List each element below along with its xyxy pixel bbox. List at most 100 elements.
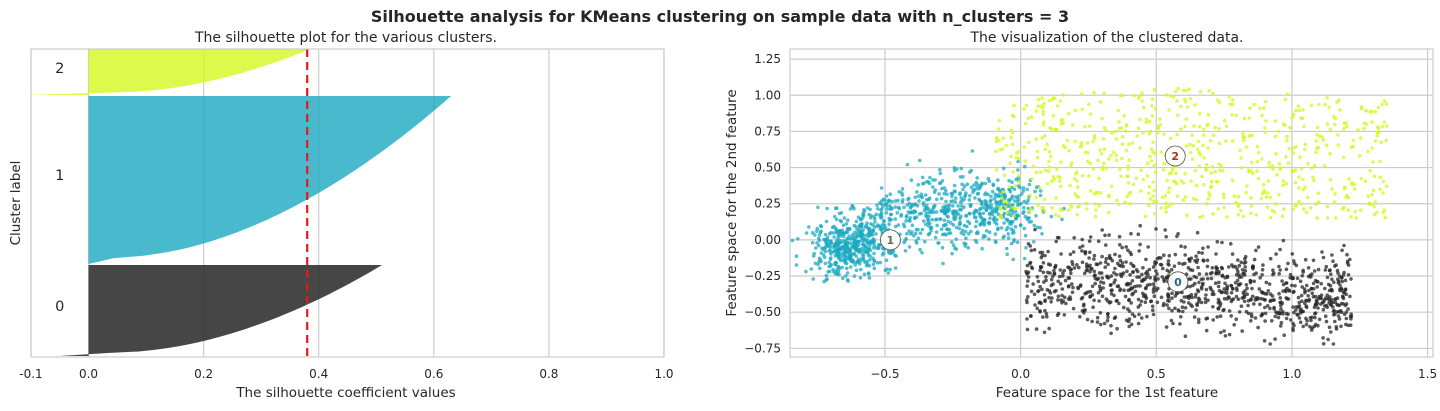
scatter-point-cluster-0 bbox=[1343, 288, 1348, 292]
scatter-point-cluster-1 bbox=[960, 228, 965, 233]
scatter-point-cluster-0 bbox=[1333, 264, 1337, 268]
scatter-point-cluster-0 bbox=[1117, 254, 1122, 258]
scatter-point-cluster-0 bbox=[1284, 316, 1289, 321]
scatter-point-cluster-2 bbox=[1282, 207, 1286, 211]
scatter-point-cluster-1 bbox=[941, 261, 945, 266]
scatter-point-cluster-2 bbox=[1266, 179, 1271, 183]
scatter-point-cluster-0 bbox=[1193, 295, 1198, 299]
scatter-point-cluster-0 bbox=[1166, 259, 1171, 263]
scatter-point-cluster-2 bbox=[1297, 175, 1301, 179]
scatter-point-cluster-0 bbox=[1118, 258, 1123, 263]
scatter-point-cluster-0 bbox=[1307, 299, 1311, 303]
scatter-point-cluster-0 bbox=[1162, 301, 1166, 306]
scatter-point-cluster-0 bbox=[1194, 254, 1198, 258]
scatter-x-tick-label: 0.5 bbox=[1147, 367, 1166, 381]
scatter-point-cluster-0 bbox=[1105, 275, 1109, 280]
scatter-point-cluster-0 bbox=[1130, 279, 1135, 283]
scatter-point-cluster-0 bbox=[1056, 311, 1061, 316]
scatter-point-cluster-2 bbox=[1036, 97, 1041, 102]
scatter-point-cluster-1 bbox=[848, 255, 852, 260]
scatter-point-cluster-0 bbox=[1118, 243, 1122, 247]
scatter-point-cluster-0 bbox=[1172, 264, 1177, 269]
scatter-point-cluster-1 bbox=[864, 233, 868, 238]
scatter-point-cluster-1 bbox=[1013, 225, 1018, 229]
scatter-point-cluster-2 bbox=[1050, 179, 1054, 183]
scatter-point-cluster-0 bbox=[1201, 246, 1205, 251]
scatter-point-cluster-0 bbox=[1038, 309, 1042, 313]
scatter-point-cluster-1 bbox=[908, 216, 913, 220]
scatter-point-cluster-2 bbox=[1120, 93, 1125, 98]
scatter-point-cluster-0 bbox=[1117, 234, 1122, 239]
scatter-point-cluster-0 bbox=[1221, 308, 1225, 313]
scatter-point-cluster-1 bbox=[1007, 204, 1012, 208]
scatter-point-cluster-2 bbox=[1375, 134, 1379, 138]
scatter-point-cluster-0 bbox=[1219, 330, 1223, 335]
scatter-point-cluster-0 bbox=[1125, 269, 1129, 274]
scatter-point-cluster-0 bbox=[1180, 305, 1185, 310]
scatter-point-cluster-0 bbox=[1032, 292, 1037, 297]
scatter-point-cluster-2 bbox=[1255, 169, 1259, 173]
scatter-point-cluster-0 bbox=[1240, 296, 1244, 300]
scatter-point-cluster-2 bbox=[1150, 114, 1155, 118]
scatter-point-cluster-2 bbox=[1075, 179, 1079, 183]
scatter-point-cluster-0 bbox=[1213, 281, 1218, 286]
scatter-point-cluster-2 bbox=[1061, 121, 1065, 125]
scatter-point-cluster-0 bbox=[1083, 308, 1087, 312]
scatter-point-cluster-1 bbox=[875, 203, 879, 208]
scatter-point-cluster-2 bbox=[1358, 136, 1363, 140]
scatter-point-cluster-1 bbox=[877, 243, 882, 248]
scatter-point-cluster-0 bbox=[1288, 272, 1293, 277]
scatter-point-cluster-1 bbox=[950, 251, 954, 256]
scatter-point-cluster-0 bbox=[1141, 294, 1146, 299]
scatter-point-cluster-2 bbox=[1127, 192, 1132, 196]
scatter-point-cluster-2 bbox=[1167, 108, 1171, 112]
scatter-point-cluster-0 bbox=[1254, 296, 1258, 300]
scatter-point-cluster-2 bbox=[1302, 124, 1306, 129]
scatter-point-cluster-0 bbox=[1320, 250, 1324, 254]
scatter-point-cluster-2 bbox=[995, 136, 999, 140]
scatter-point-cluster-0 bbox=[1166, 293, 1171, 298]
scatter-point-cluster-0 bbox=[1333, 312, 1337, 316]
scatter-point-cluster-0 bbox=[1298, 279, 1303, 284]
scatter-point-cluster-1 bbox=[871, 237, 875, 242]
scatter-point-cluster-1 bbox=[790, 238, 795, 243]
scatter-point-cluster-0 bbox=[1148, 275, 1152, 280]
scatter-point-cluster-0 bbox=[1346, 307, 1350, 311]
scatter-point-cluster-1 bbox=[852, 260, 856, 264]
scatter-point-cluster-1 bbox=[837, 272, 841, 277]
scatter-point-cluster-2 bbox=[1109, 153, 1113, 158]
scatter-point-cluster-2 bbox=[1171, 95, 1176, 99]
scatter-point-cluster-2 bbox=[1038, 170, 1043, 175]
scatter-point-cluster-0 bbox=[1106, 262, 1110, 267]
scatter-point-cluster-2 bbox=[1217, 127, 1221, 131]
scatter-point-cluster-2 bbox=[1372, 212, 1377, 217]
scatter-point-cluster-2 bbox=[1092, 192, 1097, 196]
scatter-point-cluster-0 bbox=[1225, 274, 1230, 279]
scatter-point-cluster-2 bbox=[1333, 192, 1337, 196]
scatter-point-cluster-0 bbox=[1120, 245, 1124, 250]
scatter-point-cluster-1 bbox=[920, 227, 925, 232]
scatter-point-cluster-0 bbox=[1123, 294, 1128, 299]
scatter-point-cluster-2 bbox=[1334, 216, 1338, 220]
scatter-point-cluster-0 bbox=[1115, 261, 1120, 266]
scatter-point-cluster-0 bbox=[1201, 277, 1205, 281]
scatter-point-cluster-2 bbox=[1309, 206, 1313, 210]
scatter-point-cluster-2 bbox=[1285, 138, 1289, 143]
scatter-point-cluster-0 bbox=[1348, 323, 1353, 328]
cluster-scatter-plot: The visualization of the clustered data.… bbox=[724, 30, 1437, 401]
scatter-point-cluster-0 bbox=[1058, 282, 1063, 286]
scatter-point-cluster-2 bbox=[1139, 189, 1143, 193]
scatter-point-cluster-1 bbox=[907, 229, 911, 233]
scatter-point-cluster-2 bbox=[1376, 125, 1380, 129]
scatter-point-cluster-0 bbox=[1144, 286, 1148, 290]
scatter-point-cluster-1 bbox=[930, 217, 934, 222]
scatter-point-cluster-1 bbox=[858, 229, 862, 234]
scatter-point-cluster-2 bbox=[1125, 174, 1129, 178]
scatter-point-cluster-1 bbox=[909, 178, 914, 182]
scatter-point-cluster-0 bbox=[1096, 276, 1101, 281]
scatter-point-cluster-2 bbox=[1290, 115, 1295, 119]
scatter-point-cluster-0 bbox=[1296, 313, 1300, 317]
scatter-point-cluster-1 bbox=[854, 268, 859, 273]
scatter-point-cluster-1 bbox=[837, 228, 842, 233]
scatter-point-cluster-0 bbox=[1190, 295, 1194, 300]
